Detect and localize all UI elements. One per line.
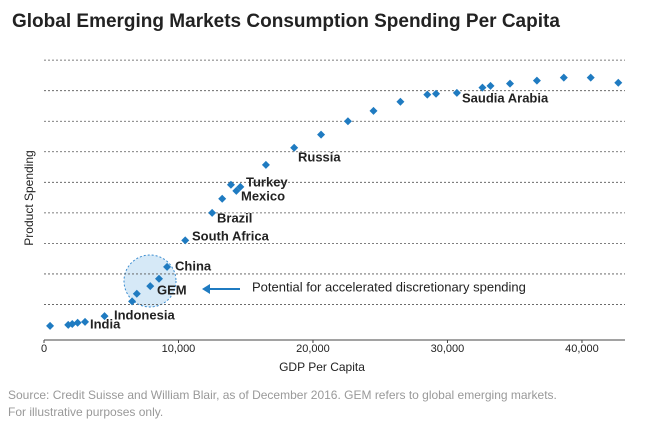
annotation: China <box>175 258 212 273</box>
point <box>486 81 495 90</box>
x-tick-label: 40,000 <box>565 343 599 355</box>
source: For illustrative purposes only. <box>8 405 163 419</box>
point <box>343 117 352 126</box>
annotation: South Africa <box>192 228 270 243</box>
point <box>132 289 141 298</box>
y-axis-title: Product Spending <box>22 150 36 245</box>
source: Source: Credit Suisse and William Blair,… <box>8 388 557 402</box>
annotation: Brazil <box>217 210 252 225</box>
annotation: GEM <box>157 282 187 297</box>
point <box>81 317 90 326</box>
point <box>586 73 595 82</box>
point <box>208 208 217 217</box>
point <box>452 88 461 97</box>
point <box>396 97 405 106</box>
point <box>181 236 190 245</box>
x-tick-label: 0 <box>41 343 47 355</box>
point <box>423 90 432 99</box>
annotation: Potential for accelerated discretionary … <box>252 279 526 294</box>
x-axis-title: GDP Per Capita <box>279 360 365 374</box>
point <box>261 160 270 169</box>
arrow-head <box>202 284 210 294</box>
point <box>532 76 541 85</box>
point <box>559 73 568 82</box>
point <box>68 320 77 329</box>
point <box>100 312 109 321</box>
point <box>154 274 163 283</box>
x-tick-label: 10,000 <box>162 343 196 355</box>
point <box>290 143 299 152</box>
point <box>218 194 227 203</box>
point <box>146 282 155 291</box>
annotation: Russia <box>298 149 341 164</box>
point <box>236 182 245 191</box>
annotation: Indonesia <box>114 307 175 322</box>
chart-title: Global Emerging Markets Consumption Spen… <box>12 11 560 32</box>
point <box>46 321 55 330</box>
point <box>478 83 487 92</box>
point <box>226 180 235 189</box>
annotation: India <box>90 316 121 331</box>
point <box>163 262 172 271</box>
point <box>73 318 82 327</box>
annotation: Saudia Arabia <box>462 90 549 105</box>
annotation: Turkey <box>246 174 288 189</box>
point <box>232 186 241 195</box>
x-tick-label: 30,000 <box>431 343 465 355</box>
x-tick-label: 20,000 <box>296 343 330 355</box>
point <box>128 297 137 306</box>
point <box>614 78 623 87</box>
point <box>369 106 378 115</box>
point <box>317 130 326 139</box>
annotation: Mexico <box>241 188 285 203</box>
point <box>432 89 441 98</box>
point <box>506 79 515 88</box>
